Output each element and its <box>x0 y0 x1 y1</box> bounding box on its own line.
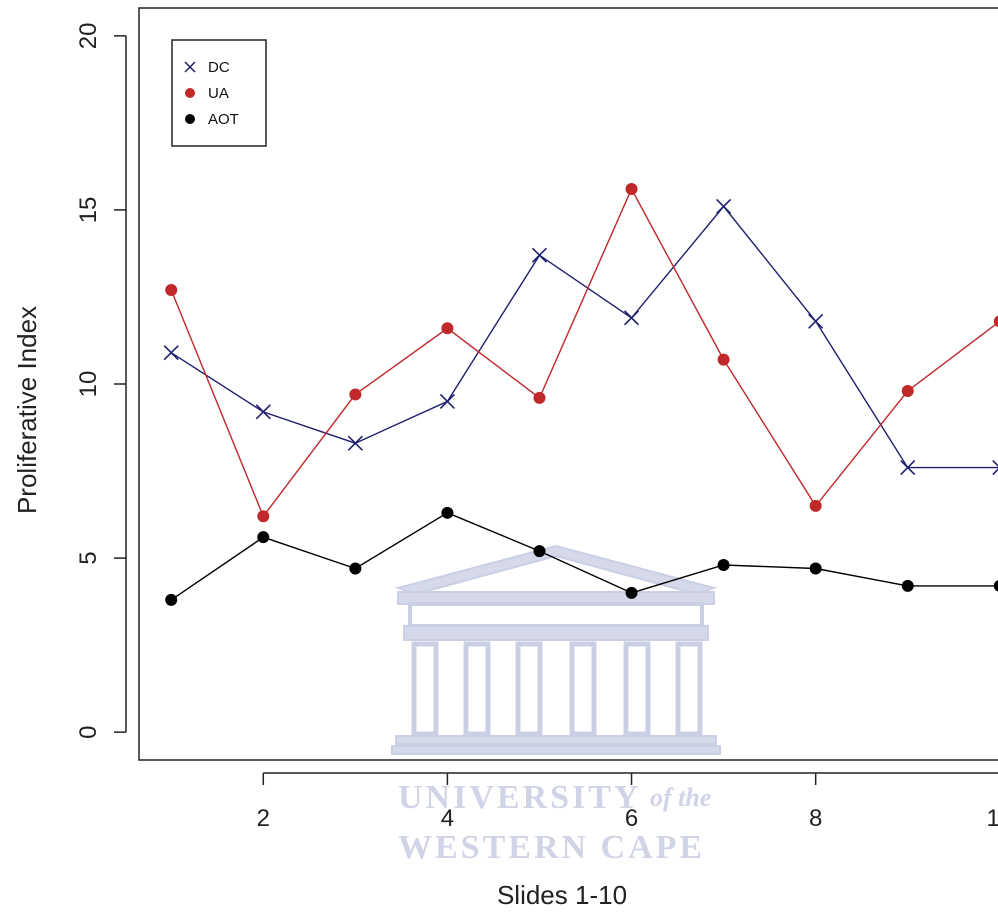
series-line-dc <box>170 205 998 469</box>
data-point-ua <box>349 388 362 401</box>
x-tick-label: 2 <box>257 805 270 832</box>
data-point-aot <box>717 559 730 572</box>
data-point-dc <box>163 345 179 361</box>
data-point-ua <box>257 510 270 523</box>
data-point-aot <box>441 506 454 519</box>
data-point-ua <box>441 322 454 335</box>
watermark-line2: WESTERN CAPE <box>398 829 705 866</box>
data-point-aot <box>349 562 362 575</box>
legend-label-dc: DC <box>208 59 230 76</box>
data-point-dc <box>439 393 455 409</box>
legend-marker-dc <box>184 61 196 73</box>
data-point-ua <box>901 384 914 397</box>
data-point-aot <box>901 579 914 592</box>
series-line-ua <box>170 187 998 518</box>
series-layer <box>163 183 998 606</box>
data-point-dc <box>623 310 640 326</box>
data-point-ua <box>533 391 546 404</box>
x-axis-title: Slides 1-10 <box>497 880 627 910</box>
y-tick-label: 20 <box>75 23 102 50</box>
watermark-building-icon <box>391 544 721 755</box>
watermark: UNIVERSITY of the WESTERN CAPE <box>391 544 721 866</box>
y-tick-label: 5 <box>75 551 102 564</box>
legend-label-ua: UA <box>208 85 229 102</box>
data-point-dc <box>347 435 363 451</box>
watermark-line1: UNIVERSITY <box>398 779 642 816</box>
data-point-aot <box>809 562 822 575</box>
data-point-ua <box>165 284 178 296</box>
y-tick-label: 0 <box>75 725 102 738</box>
legend-marker-aot <box>185 114 195 124</box>
y-tick-label: 15 <box>75 197 102 224</box>
data-point-dc <box>531 247 548 263</box>
x-tick-label: 6 <box>625 805 638 832</box>
x-tick-label: 10 <box>986 805 998 832</box>
data-point-aot <box>533 545 546 558</box>
y-tick-label: 10 <box>75 371 102 398</box>
data-point-aot <box>165 593 178 606</box>
x-axis: 2 4 6 8 10 <box>257 772 998 832</box>
plot-frame <box>138 7 998 761</box>
x-tick-label: 8 <box>809 805 822 832</box>
data-point-ua <box>809 499 822 512</box>
series-line-aot <box>170 512 998 601</box>
data-point-dc <box>992 459 998 476</box>
data-point-ua <box>993 315 998 328</box>
watermark-line1-suffix: of the <box>650 783 711 812</box>
data-point-ua <box>717 353 730 366</box>
data-point-dc <box>716 198 732 215</box>
data-point-dc <box>255 404 271 420</box>
legend-marker-ua <box>185 88 195 98</box>
data-point-dc <box>900 459 916 476</box>
x-tick-label: 4 <box>441 805 454 832</box>
legend: DC UA AOT <box>171 39 267 147</box>
legend-label-aot: AOT <box>208 111 239 128</box>
y-axis-title: Proliferative Index <box>12 306 42 514</box>
data-point-aot <box>993 580 998 592</box>
data-point-dc <box>808 313 824 329</box>
data-point-aot <box>625 586 638 599</box>
data-point-aot <box>257 531 270 544</box>
data-point-ua <box>625 183 638 196</box>
y-axis: 0 5 10 15 20 <box>75 23 127 739</box>
